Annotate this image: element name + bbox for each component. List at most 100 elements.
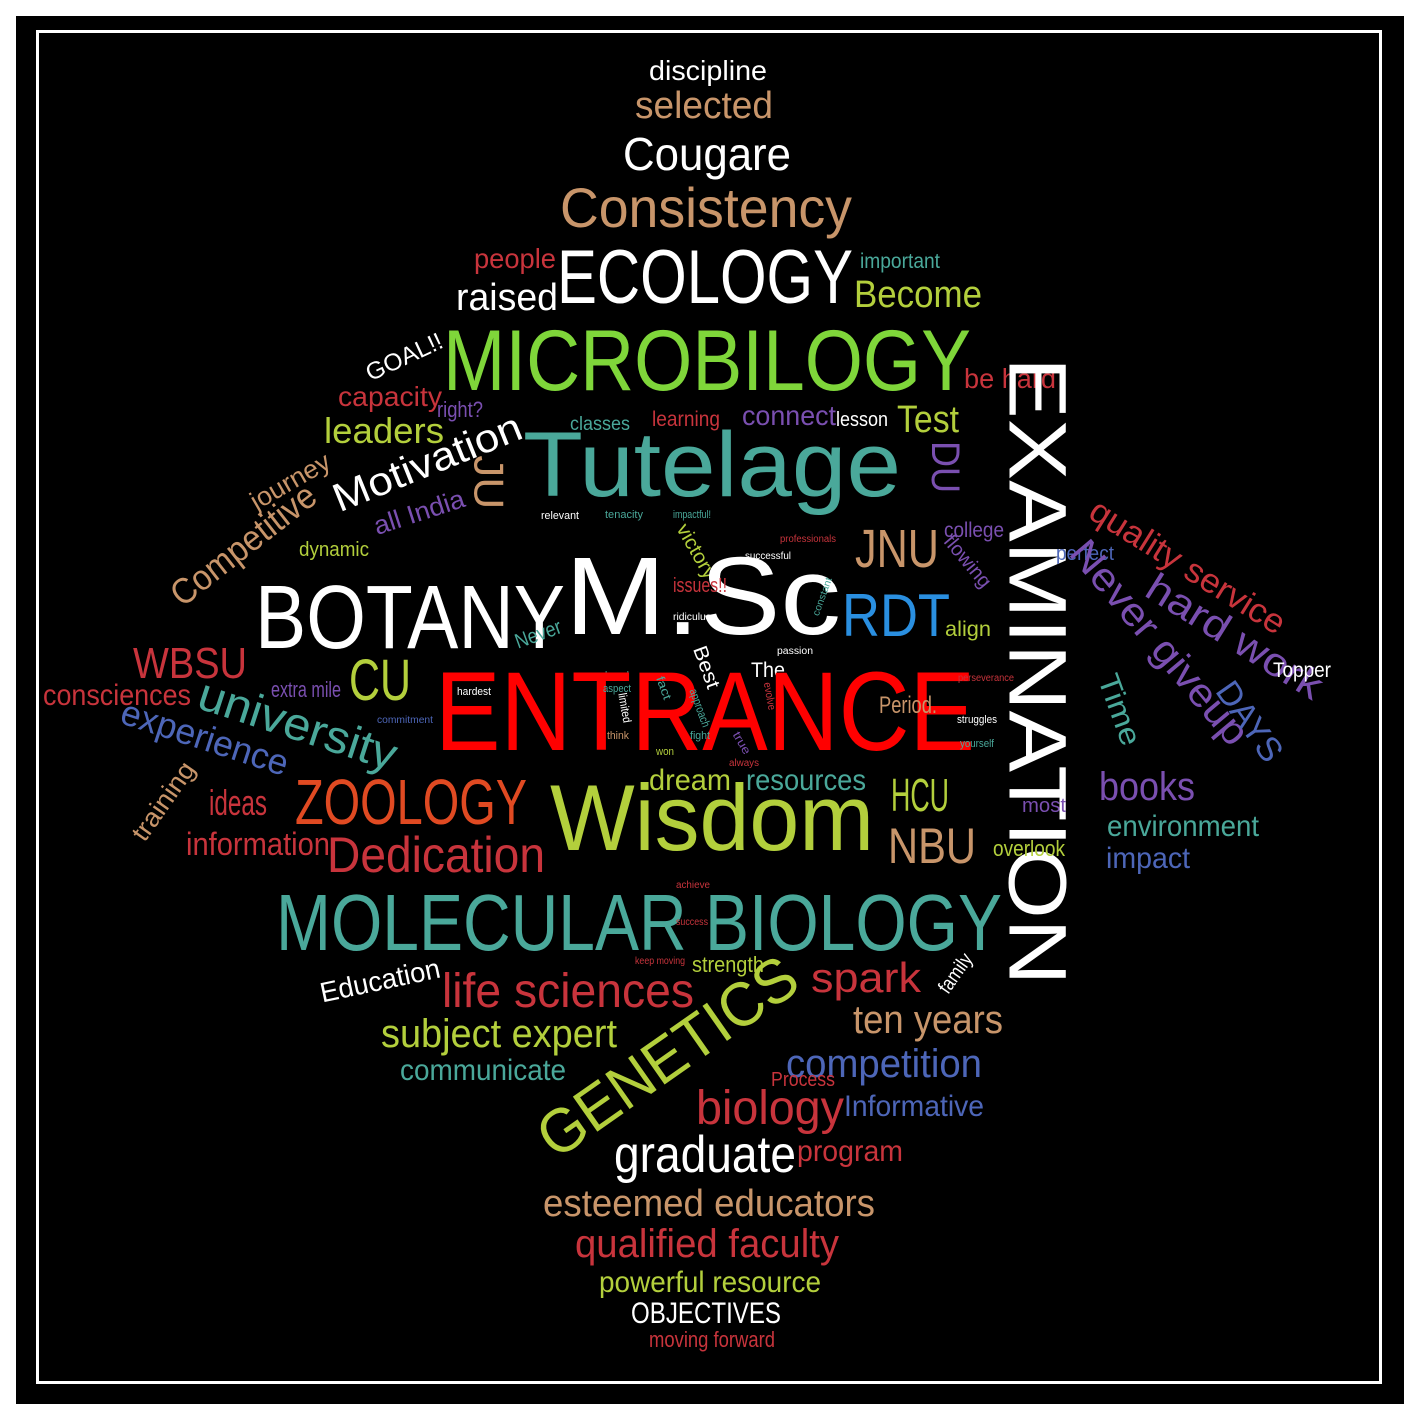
word-qualified-faculty: qualified faculty <box>575 1222 839 1266</box>
word-du: DU <box>923 441 967 493</box>
word-dynamic: dynamic <box>299 539 369 561</box>
word-college: college <box>944 519 1004 542</box>
word-ideas: ideas <box>209 782 267 823</box>
word-topper: Topper <box>1273 659 1331 682</box>
word-the: The <box>751 659 785 682</box>
word-achieve: achieve <box>676 880 710 891</box>
word-think: think <box>607 730 629 742</box>
word-ridiculus: ridiculus <box>673 612 711 623</box>
word-extra-mile: extra mile <box>271 677 341 702</box>
word-keep-moving: keep moving <box>635 956 685 967</box>
word-evolve: evolve <box>761 681 778 711</box>
word-raised: raised <box>456 277 558 319</box>
word-impact: impact <box>1106 842 1191 875</box>
word-entrance: ENTRANCE <box>435 649 975 774</box>
word-important: important <box>860 250 940 273</box>
word-ecology: ECOLOGY <box>557 235 853 320</box>
word-commitment: commitment <box>377 715 433 726</box>
word-wbsu: WBSU <box>133 639 247 688</box>
word-consistency: Consistency <box>560 176 852 239</box>
word-period: Period. <box>879 692 937 719</box>
word-ten-years: ten years <box>853 998 1003 1042</box>
word-spark: spark <box>811 954 922 1001</box>
word-test: Test <box>897 399 959 441</box>
word-life-sciences: life sciences <box>442 965 694 1018</box>
word-capacity: capacity <box>338 381 442 412</box>
word-hcu: HCU <box>891 769 949 821</box>
word-molecular-biology: MOLECULAR BIOLOGY <box>276 878 1002 967</box>
word-information: information <box>186 826 330 862</box>
word-cu: CU <box>349 648 411 713</box>
word-connect: connect <box>742 400 836 431</box>
word-selected: selected <box>635 85 773 127</box>
word-leaders: leaders <box>324 410 444 451</box>
word-cougare: Cougare <box>623 128 791 180</box>
word-be-hard: be hard <box>964 363 1056 394</box>
word-objectives: OBJECTIVES <box>631 1297 781 1330</box>
word-powerful-resource: powerful resource <box>599 1266 821 1299</box>
word-communicate: communicate <box>400 1054 566 1087</box>
word-align: align <box>945 618 991 641</box>
word-won: won <box>655 746 674 758</box>
word-people: people <box>474 243 556 274</box>
word-professionals: professionals <box>780 534 836 545</box>
word-time: Time <box>1091 669 1147 750</box>
word-struggles: struggles <box>957 714 997 726</box>
word-fight: fight <box>690 730 710 742</box>
word-environment: environment <box>1107 810 1260 843</box>
word-issues: issues!! <box>673 575 727 597</box>
word-relevant: relevant <box>541 510 579 522</box>
word-ju: JU <box>465 455 512 509</box>
word-impactful: impactful! <box>673 509 711 521</box>
word-classes: classes <box>570 414 630 435</box>
word-aspect: aspect <box>603 683 631 695</box>
word-resources: resources <box>746 764 866 797</box>
word-success: success <box>676 917 708 928</box>
word-program: program <box>797 1135 903 1168</box>
word-informative: Informative <box>844 1090 984 1123</box>
word-lesson: lesson <box>836 409 888 431</box>
word-tutelage: Tutelage <box>523 414 901 516</box>
word-moving-forward: moving forward <box>649 1327 775 1352</box>
word-tenacity: tenacity <box>605 509 643 521</box>
inner-border <box>36 30 1382 1384</box>
word-become: Become <box>854 274 982 316</box>
word-m-sc: M.Sc <box>565 535 841 658</box>
word-esteemed-educators: esteemed educators <box>543 1183 875 1225</box>
word-process: Process <box>771 1069 835 1091</box>
word-dream: dream <box>649 764 731 797</box>
word-most: most <box>1022 795 1066 817</box>
word-biology: biology <box>696 1082 844 1135</box>
word-subject-expert: subject expert <box>381 1012 617 1056</box>
word-wisdom: Wisdom <box>550 765 874 870</box>
word-right: right? <box>437 397 483 422</box>
word-graduate: graduate <box>614 1126 796 1184</box>
word-hardest: hardest <box>457 686 491 698</box>
word-strength: strength <box>692 952 764 977</box>
word-always: always <box>729 758 759 769</box>
word-goal: GOAL!! <box>362 328 448 387</box>
word-perseverance: perseverance <box>958 673 1014 684</box>
word-limited: limited <box>615 692 634 724</box>
word-jnu: JNU <box>855 519 939 579</box>
word-nbu: NBU <box>888 818 976 874</box>
word-successful: successful <box>745 551 791 562</box>
word-perfect: perfect <box>1056 543 1114 565</box>
word-rdt: RDT <box>842 582 950 649</box>
word-learning: learning <box>652 408 720 431</box>
word-overlook: overlook <box>993 836 1066 861</box>
word-microbilogy: MICROBILOGY <box>443 313 971 409</box>
word-loved: loved <box>605 670 629 682</box>
word-competition: competition <box>786 1042 982 1086</box>
word-books: books <box>1099 765 1195 809</box>
black-panel <box>16 16 1404 1404</box>
word-yourself: yourself <box>960 738 995 750</box>
word-discipline: discipline <box>649 55 767 86</box>
word-dedication: Dedication <box>327 827 545 883</box>
word-zoology: ZOOLOGY <box>295 766 527 838</box>
word-consciences: consciences <box>43 679 191 712</box>
word-botany: BOTANY <box>255 568 565 668</box>
word-passion: passion <box>777 646 813 657</box>
